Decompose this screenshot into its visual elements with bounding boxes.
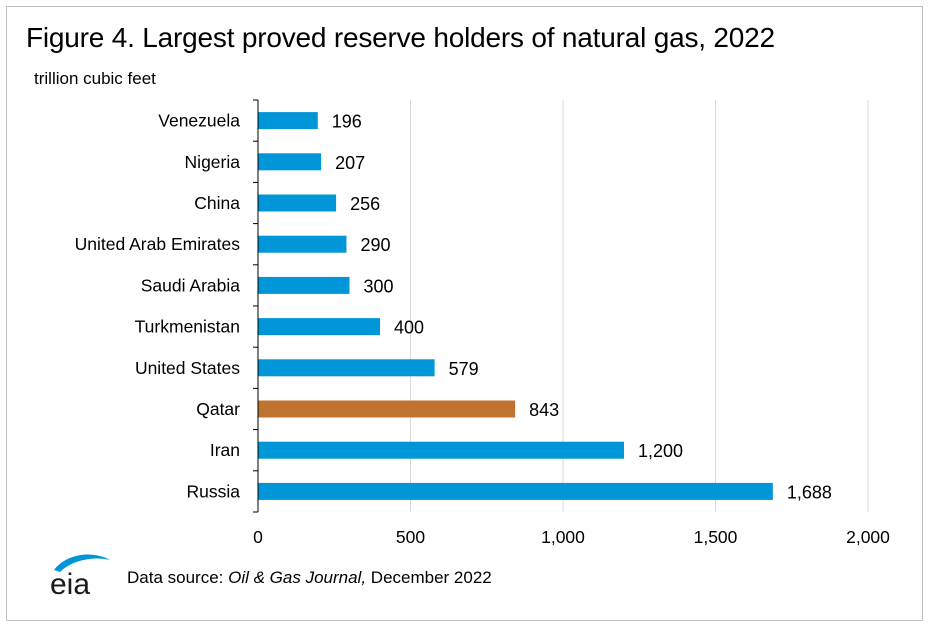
data-label: 256	[350, 194, 380, 214]
bar	[258, 112, 318, 130]
x-tick-label: 1,000	[541, 527, 585, 547]
logo-swoosh-icon	[54, 554, 110, 572]
category-label: Iran	[210, 440, 240, 460]
category-label: United Arab Emirates	[75, 234, 241, 254]
chart-title: Figure 4. Largest proved reserve holders…	[26, 22, 775, 53]
bar	[258, 318, 380, 336]
bar	[258, 482, 773, 500]
bar	[258, 359, 435, 377]
bar	[258, 276, 350, 294]
category-label: Russia	[187, 481, 241, 501]
bar	[258, 400, 516, 418]
source-suffix: December 2022	[366, 568, 492, 587]
unit-label: trillion cubic feet	[34, 69, 156, 88]
bar	[258, 235, 347, 253]
bar	[258, 153, 322, 171]
data-label: 207	[335, 153, 365, 173]
category-label: United States	[135, 358, 240, 378]
x-tick-label: 2,000	[846, 527, 890, 547]
bar	[258, 194, 337, 212]
logo-text: eia	[50, 568, 90, 598]
category-label: Nigeria	[185, 152, 241, 172]
category-label: Qatar	[196, 399, 240, 419]
source-prefix: Data source:	[127, 568, 229, 587]
data-label: 1,688	[787, 482, 832, 502]
bar	[258, 441, 624, 459]
data-label: 1,200	[638, 441, 683, 461]
source-publication: Oil & Gas Journal,	[228, 568, 367, 587]
category-label: Venezuela	[158, 111, 240, 131]
category-label: Turkmenistan	[135, 317, 240, 337]
category-label: Saudi Arabia	[141, 275, 241, 295]
data-label: 400	[394, 318, 424, 338]
category-label: China	[194, 193, 240, 213]
data-label: 290	[360, 235, 390, 255]
data-label: 300	[364, 276, 394, 296]
data-label: 843	[529, 400, 559, 420]
x-tick-label: 0	[253, 527, 263, 547]
eia-logo: eia	[50, 554, 110, 598]
data-source: Data source: Oil & Gas Journal, December…	[127, 568, 492, 588]
figure-frame	[6, 6, 923, 621]
data-label: 196	[332, 112, 362, 132]
data-label: 579	[449, 359, 479, 379]
x-tick-label: 1,500	[694, 527, 738, 547]
x-tick-label: 500	[396, 527, 425, 547]
